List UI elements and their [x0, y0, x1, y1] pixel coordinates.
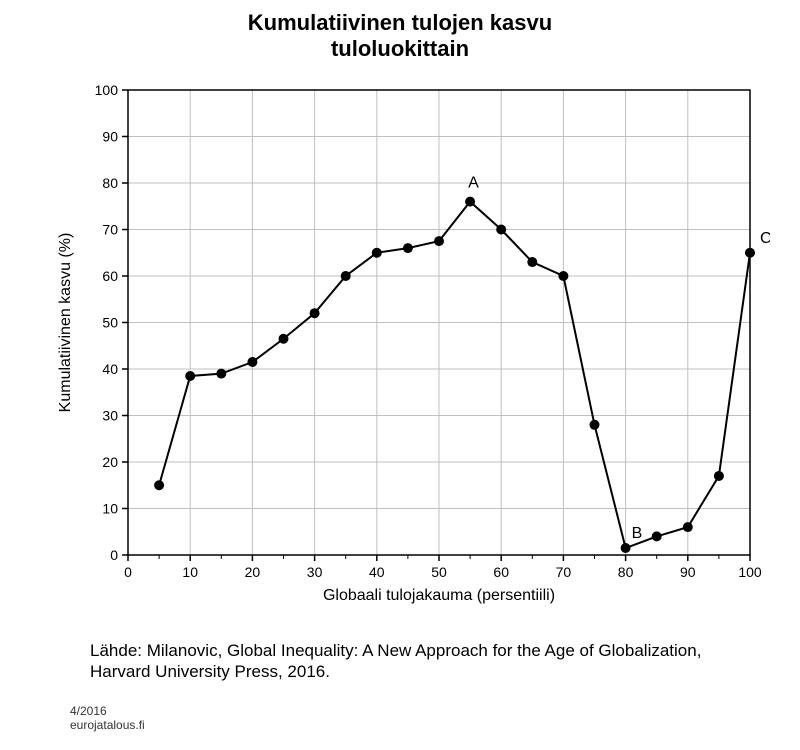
source-block: 4/2016 eurojatalous.fi: [70, 705, 145, 733]
svg-text:60: 60: [102, 268, 118, 284]
caption-text: Lähde: Milanovic, Global Inequality: A N…: [90, 640, 730, 683]
svg-text:20: 20: [102, 454, 118, 470]
svg-text:0: 0: [110, 547, 118, 563]
chart-title: Kumulatiivinen tulojen kasvu tuloluokitt…: [0, 10, 800, 63]
svg-text:100: 100: [95, 82, 119, 98]
source-line-1: 4/2016: [70, 705, 145, 719]
svg-text:10: 10: [102, 501, 118, 517]
svg-text:B: B: [632, 525, 643, 542]
svg-text:60: 60: [493, 564, 509, 580]
page-root: Kumulatiivinen tulojen kasvu tuloluokitt…: [0, 0, 800, 750]
svg-text:Kumulatiivinen kasvu (%): Kumulatiivinen kasvu (%): [57, 233, 74, 413]
svg-text:80: 80: [102, 175, 118, 191]
svg-text:50: 50: [102, 315, 118, 331]
svg-text:Globaali tulojakauma (persenti: Globaali tulojakauma (persentiili): [323, 587, 555, 604]
svg-text:20: 20: [245, 564, 261, 580]
svg-text:A: A: [468, 175, 479, 192]
svg-text:100: 100: [738, 564, 762, 580]
svg-text:50: 50: [431, 564, 447, 580]
svg-text:40: 40: [102, 361, 118, 377]
svg-text:70: 70: [556, 564, 572, 580]
title-line-2: tuloluokittain: [331, 36, 469, 61]
svg-text:30: 30: [102, 408, 118, 424]
svg-text:90: 90: [680, 564, 696, 580]
svg-text:10: 10: [182, 564, 198, 580]
svg-text:90: 90: [102, 129, 118, 145]
line-chart: 0 10 20 30 40 50 60 70 80 90 100 0 10 20 30 40 50 60 70 80 9…: [50, 80, 770, 620]
svg-text:0: 0: [124, 564, 132, 580]
svg-text:70: 70: [102, 222, 118, 238]
title-line-1: Kumulatiivinen tulojen kasvu: [248, 10, 552, 35]
svg-text:80: 80: [618, 564, 634, 580]
svg-text:40: 40: [369, 564, 385, 580]
source-line-2: eurojatalous.fi: [70, 719, 145, 733]
svg-text:C: C: [760, 230, 770, 247]
svg-text:30: 30: [307, 564, 323, 580]
